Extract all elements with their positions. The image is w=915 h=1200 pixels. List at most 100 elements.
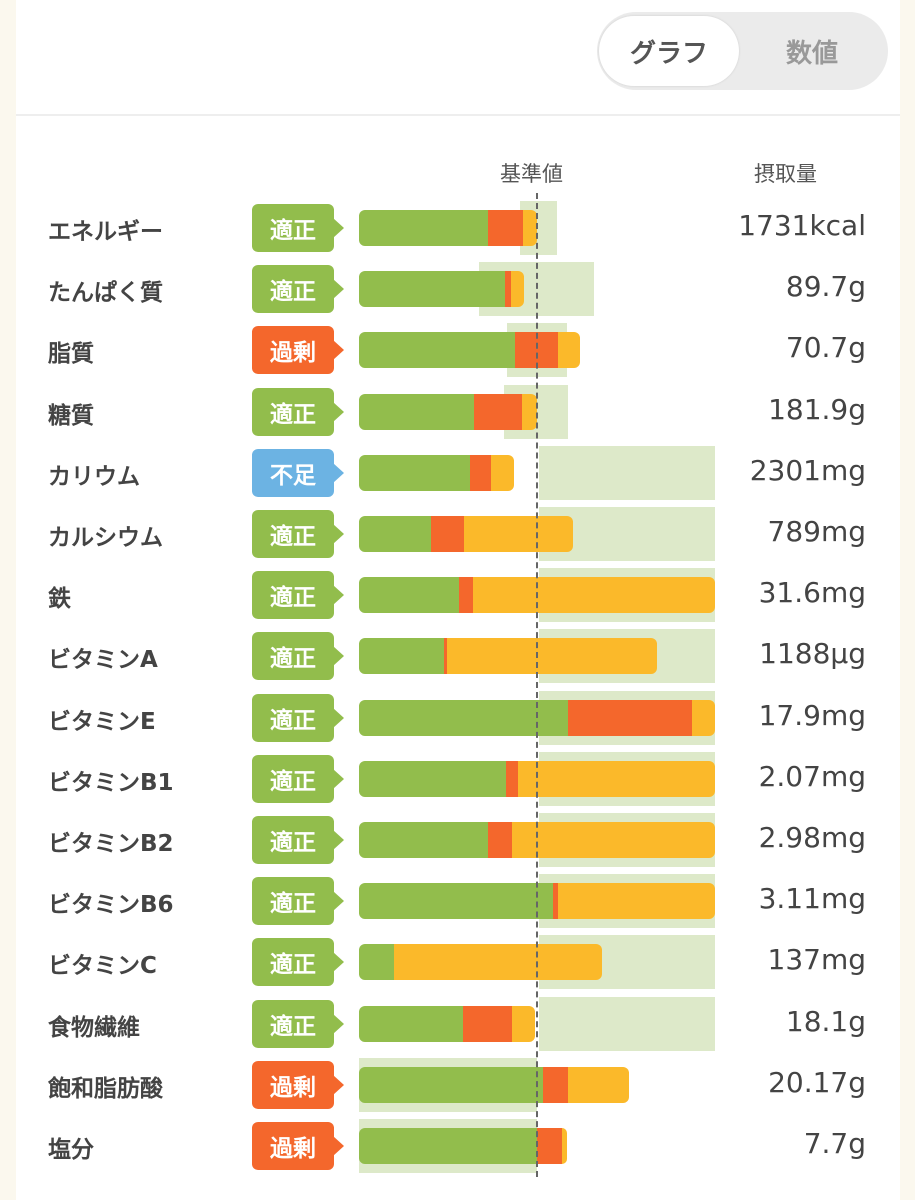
status-badge: 適正	[252, 754, 344, 803]
intake-value: 1731kcal	[738, 209, 866, 242]
bar-segment-yellow	[561, 1128, 568, 1164]
status-badge: 不足	[252, 448, 344, 497]
nutrient-label: ビタミンB1	[48, 769, 174, 796]
bar-segment-orange	[470, 454, 492, 491]
target-range-band	[538, 996, 715, 1051]
nutrient-row: ビタミンA 適正 1188μg	[0, 626, 915, 687]
bar-segment-yellow	[517, 760, 715, 797]
nutrient-row: ビタミンB1 適正 2.07mg	[0, 749, 915, 810]
bar-segment-yellow	[567, 1066, 630, 1103]
bar-segment-yellow	[512, 822, 715, 858]
intake-value: 2.07mg	[758, 759, 866, 793]
bar-segment-yellow	[692, 699, 715, 736]
bar-segment-orange	[543, 1066, 568, 1103]
status-badge: 過剰	[252, 1060, 344, 1109]
nutrient-row: 脂質 過剰 70.7g	[0, 320, 915, 381]
intake-value: 89.7g	[785, 270, 866, 304]
intake-value: 137mg	[767, 943, 867, 977]
bar-segment-green	[359, 944, 395, 981]
intake-value: 789mg	[767, 515, 867, 548]
bar-segment-green	[359, 210, 489, 246]
nutrient-row: ビタミンB6 適正 3.11mg	[0, 871, 915, 932]
intake-value: 17.9mg	[758, 698, 866, 732]
nutrient-label: ビタミンC	[48, 953, 157, 980]
bar-segment-green	[359, 454, 471, 491]
bar-segment-yellow	[512, 1005, 536, 1042]
target-range-band	[538, 445, 715, 500]
bar-segment-yellow	[472, 577, 715, 614]
bar-segment-green	[359, 577, 460, 614]
bar-segment-green	[359, 1128, 537, 1164]
intake-value: 31.6mg	[758, 576, 866, 610]
bar-segment-orange	[430, 516, 464, 552]
bar-segment-orange	[506, 760, 518, 797]
status-badge: 適正	[252, 938, 344, 987]
status-badge: 適正	[252, 510, 344, 558]
nutrient-row: ビタミンE 適正 17.9mg	[0, 688, 915, 749]
nutrient-label: ビタミンB2	[48, 831, 174, 857]
nutrient-row: たんぱく質 適正 89.7g	[0, 259, 915, 320]
divider	[16, 114, 900, 116]
intake-value: 20.17g	[768, 1065, 866, 1099]
nutrient-label: エネルギー	[48, 219, 163, 245]
intake-value: 1188μg	[759, 637, 866, 671]
nutrient-label: ビタミンA	[48, 647, 158, 674]
nutrient-row: 鉄 適正 31.6mg	[0, 565, 915, 626]
nutrient-label: ビタミンE	[48, 708, 156, 735]
intake-value: 3.11mg	[758, 882, 866, 916]
status-badge: 適正	[252, 693, 344, 742]
intake-value: 7.7g	[803, 1127, 866, 1160]
bar-segment-yellow	[558, 883, 715, 920]
bar-segment-orange	[488, 210, 523, 246]
nutrient-row: ビタミンB2 適正 2.98mg	[0, 810, 915, 871]
bar-segment-green	[359, 699, 568, 736]
bar-segment-green	[359, 332, 515, 369]
bar-segment-green	[359, 822, 489, 858]
bar-segment-orange	[459, 577, 473, 614]
nutrient-row: エネルギー 適正 1731kcal	[0, 198, 915, 259]
intake-value: 18.1g	[785, 1004, 866, 1038]
status-badge: 適正	[252, 816, 344, 864]
view-toggle[interactable]: グラフ 数値	[597, 12, 888, 90]
toggle-graph[interactable]: グラフ	[599, 16, 739, 86]
bar-segment-green	[359, 393, 474, 430]
nutrient-label: 糖質	[48, 402, 94, 429]
status-badge: 適正	[252, 632, 344, 681]
bar-segment-orange	[488, 822, 513, 858]
nutrient-row: 飽和脂肪酸 過剰 20.17g	[0, 1055, 915, 1116]
intake-value: 2301mg	[749, 453, 866, 487]
intake-value: 70.7g	[785, 331, 866, 365]
nutrient-row: カリウム 不足 2301mg	[0, 443, 915, 504]
status-badge: 適正	[252, 571, 344, 620]
nutrient-label: 鉄	[48, 586, 71, 613]
nutrient-label: たんぱく質	[48, 280, 163, 307]
status-badge: 適正	[252, 204, 344, 252]
intake-header: 摂取量	[754, 162, 817, 186]
status-badge: 適正	[252, 387, 344, 436]
nutrient-row: 食物繊維 適正 18.1g	[0, 994, 915, 1055]
bar-segment-green	[359, 1066, 544, 1103]
toggle-numbers[interactable]: 数値	[785, 38, 838, 69]
bar-segment-orange	[473, 393, 523, 430]
bar-segment-green	[359, 1005, 463, 1042]
bar-segment-yellow	[394, 944, 602, 981]
nutrient-label: 脂質	[48, 341, 94, 368]
bar-segment-green	[359, 271, 505, 308]
bar-segment-yellow	[446, 638, 657, 675]
bar-segment-orange	[567, 699, 693, 736]
bar-segment-green	[359, 516, 431, 552]
bar-segment-yellow	[522, 393, 537, 430]
bar-segment-yellow	[464, 516, 573, 552]
nutrient-label: 飽和脂肪酸	[48, 1075, 163, 1102]
status-badge: 過剰	[252, 1122, 344, 1170]
nutrient-label: ビタミンB6	[48, 892, 174, 919]
status-badge: 過剰	[252, 326, 344, 375]
bar-segment-orange	[537, 1128, 562, 1164]
bar-segment-green	[359, 760, 507, 797]
nutrient-label: カルシウム	[48, 525, 163, 551]
intake-value: 181.9g	[768, 392, 866, 426]
bar-segment-green	[359, 638, 445, 675]
nutrient-label: カリウム	[48, 463, 140, 490]
bar-segment-yellow	[511, 271, 524, 308]
nutrient-row: 糖質 適正 181.9g	[0, 382, 915, 443]
